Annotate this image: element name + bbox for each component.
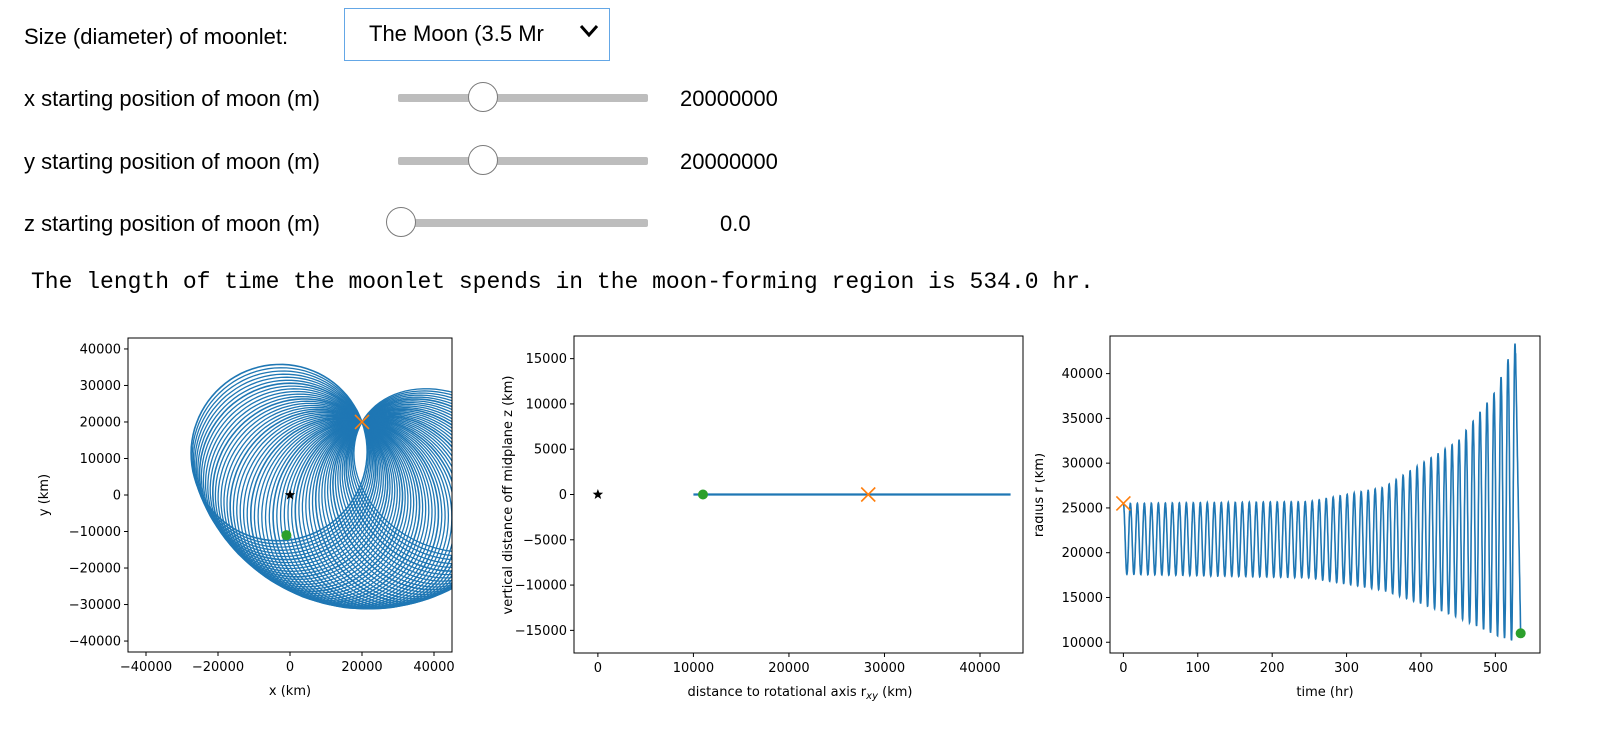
x-tick-label: 200 (1260, 661, 1285, 676)
orbit-line (347, 396, 452, 569)
y-tick-label: −10000 (515, 579, 567, 594)
y-tick-label: 25000 (1062, 501, 1103, 516)
y-axis-label: y (km) (37, 474, 52, 516)
chevron-down-icon (579, 25, 599, 38)
y-tick-label: −15000 (515, 624, 567, 639)
chart-radius-time: 0 100 200 300 400 500 40000 35000 30000 25000 2000… (1035, 335, 1541, 700)
start-marker (354, 414, 370, 430)
orbit-line (351, 390, 452, 557)
y-tick-label: 30000 (80, 379, 121, 394)
x-tick-label: 30000 (864, 661, 905, 676)
x-tick-label: −40000 (120, 660, 172, 675)
y-axis-label: vertical distance off midplane z (km) (501, 376, 516, 615)
slider-handle[interactable] (468, 82, 498, 112)
y-tick-label: 40000 (1062, 367, 1103, 382)
x-tick-label: 20000 (768, 661, 809, 676)
y-tick-label: 5000 (534, 443, 567, 458)
x-tick-label: 20000 (341, 660, 382, 675)
y-tick-label: 15000 (1062, 591, 1103, 606)
output-message: The length of time the moonlet spends in… (31, 269, 1094, 295)
end-marker (281, 530, 292, 541)
radius-line (1122, 343, 1522, 641)
y-position-label: y starting position of moon (m) (24, 149, 320, 174)
x-tick-label: 0 (594, 661, 602, 676)
z-position-value: 0.0 (720, 211, 751, 236)
x-tick-label: 40000 (959, 661, 1000, 676)
y-tick-label: 10000 (80, 452, 121, 467)
y-tick-label: 10000 (1062, 636, 1103, 651)
x-axis-label: distance to rotational axis rxy (km) (688, 685, 913, 702)
plot-area (1122, 343, 1522, 641)
y-tick-label: 0 (559, 488, 567, 503)
axes-frame (127, 337, 453, 653)
chart-rz-profile: 0 10000 20000 30000 40000 15000 10000 5000 0 −500… (501, 335, 1024, 702)
end-marker (697, 489, 708, 500)
x-tick-label: 10000 (673, 661, 714, 676)
start-marker (860, 486, 876, 503)
axes-frame (1109, 335, 1541, 654)
y-tick-label: 0 (113, 489, 121, 504)
slider-handle[interactable] (468, 145, 498, 175)
orbit-line (329, 409, 452, 593)
start-marker (1115, 495, 1131, 512)
x-tick-label: −20000 (192, 660, 244, 675)
slider-handle[interactable] (385, 207, 416, 237)
z-position-slider[interactable] (385, 203, 648, 243)
y-tick-label: −5000 (523, 533, 567, 548)
orbit-line (339, 403, 452, 582)
y-tick-label: −10000 (69, 525, 121, 540)
plot-area (190, 363, 452, 610)
chart-xy-orbit: −40000 −20000 0 20000 40000 40000 30000 20000 10… (37, 337, 455, 699)
end-marker (1515, 628, 1526, 639)
moonlet-size-label: Size (diameter) of moonlet: (24, 24, 289, 49)
y-tick-label: 10000 (526, 397, 567, 412)
orbit-line (353, 388, 452, 552)
x-tick-label: 100 (1185, 661, 1210, 676)
slider-track (398, 157, 648, 165)
orbit-line (337, 405, 452, 585)
x-tick-label: 40000 (413, 660, 454, 675)
y-tick-label: 35000 (1062, 412, 1103, 427)
slider-track (398, 94, 648, 102)
x-tick-label: 0 (286, 660, 294, 675)
x-position-slider[interactable] (398, 78, 648, 118)
slider-track (398, 219, 648, 227)
x-position-label: x starting position of moon (m) (24, 86, 320, 111)
y-tick-label: 40000 (80, 342, 121, 357)
moonlet-size-dropdown[interactable]: The Moon (3.5 Mr (344, 8, 610, 61)
orbit-line (324, 412, 452, 598)
y-tick-label: 15000 (526, 352, 567, 367)
orbit-line (348, 394, 452, 565)
y-tick-label: −20000 (69, 562, 121, 577)
y-tick-label: −40000 (69, 635, 121, 650)
orbit-line (345, 398, 452, 572)
center-star-icon (284, 489, 296, 500)
x-tick-label: 500 (1483, 661, 1508, 676)
orbit-line (350, 392, 452, 561)
y-tick-label: 20000 (1062, 546, 1103, 561)
orbit-line (332, 408, 452, 591)
y-position-value: 20000000 (680, 149, 778, 174)
axes-frame (573, 335, 1024, 654)
x-tick-label: 400 (1409, 661, 1434, 676)
z-position-label: z starting position of moon (m) (24, 211, 320, 236)
x-tick-label: 0 (1119, 661, 1127, 676)
x-tick-label: 300 (1334, 661, 1359, 676)
y-tick-label: 20000 (80, 415, 121, 430)
center-star-icon (592, 489, 604, 499)
y-position-slider[interactable] (398, 141, 648, 181)
x-position-value: 20000000 (680, 86, 778, 111)
orbit-line (334, 406, 452, 588)
y-axis-label: radius r (km) (1035, 453, 1047, 537)
y-tick-label: −30000 (69, 598, 121, 613)
y-tick-label: 30000 (1062, 457, 1103, 472)
moonlet-size-selected: The Moon (3.5 Mr (369, 21, 544, 46)
orbit-line (326, 411, 452, 596)
orbit-line (343, 400, 452, 576)
orbit-line (341, 401, 452, 579)
x-axis-label: x (km) (269, 684, 311, 699)
x-axis-label: time (hr) (1296, 685, 1353, 700)
